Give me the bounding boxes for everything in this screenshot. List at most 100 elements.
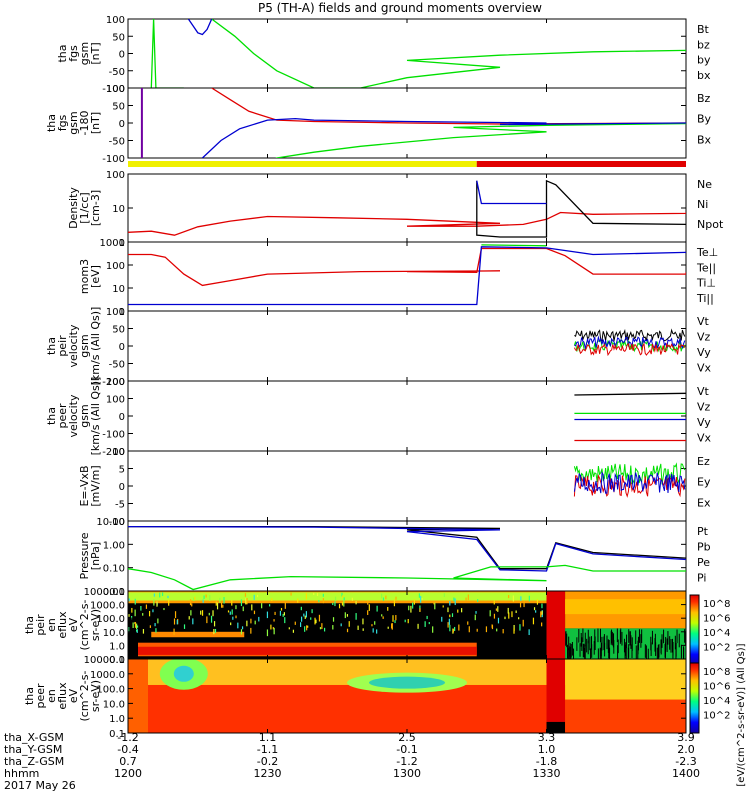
spectrogram-cell bbox=[449, 601, 451, 606]
y-axis-label: [nT] bbox=[89, 112, 102, 134]
spectrogram-cell bbox=[376, 605, 378, 612]
spectrogram-cell bbox=[584, 632, 586, 647]
series-vt bbox=[574, 392, 686, 396]
spectrogram-cell bbox=[465, 597, 467, 601]
y-axis-label: sr-eV) bbox=[89, 609, 102, 641]
spectrogram-cell bbox=[489, 610, 491, 617]
legend-vz: Vz bbox=[697, 331, 711, 344]
spectrogram-cell bbox=[235, 605, 237, 610]
spectrogram-cell bbox=[300, 616, 303, 622]
spectrogram-cell bbox=[609, 647, 611, 659]
spectrogram-cell bbox=[242, 606, 244, 612]
spectrogram-cell bbox=[128, 626, 130, 633]
plot-title: P5 (TH-A) fields and ground moments over… bbox=[258, 1, 542, 15]
spectrogram-cell bbox=[637, 640, 639, 655]
spectrogram-cell bbox=[619, 630, 621, 644]
spectrogram-cell bbox=[311, 609, 313, 614]
spectrogram-cell bbox=[192, 618, 194, 625]
series-group bbox=[140, 88, 686, 158]
spectrogram-cell bbox=[258, 616, 260, 622]
spectrogram-cell bbox=[410, 605, 412, 613]
spectrogram-cell bbox=[374, 621, 376, 625]
spectrogram-cell bbox=[657, 644, 659, 659]
spectrogram-cell bbox=[223, 597, 225, 604]
spectrogram-cell bbox=[305, 593, 307, 600]
hhmm-tick-label: 1400 bbox=[672, 767, 700, 780]
spectrogram-cell bbox=[625, 647, 627, 659]
spectrogram-cell bbox=[599, 647, 601, 659]
y-axis-label: (cm^2-s- bbox=[78, 671, 91, 722]
mode-bar-fast bbox=[476, 161, 686, 167]
spectrogram-cell bbox=[457, 609, 459, 613]
spectrogram-cell bbox=[340, 623, 342, 627]
spectrogram-cell bbox=[253, 610, 256, 615]
legend-vx: Vx bbox=[697, 432, 712, 445]
y-axis-label: tha bbox=[23, 616, 36, 634]
spectrogram-cell bbox=[153, 599, 155, 606]
spectrogram-cell bbox=[346, 614, 349, 617]
spectrogram-cell bbox=[408, 605, 410, 611]
y-tick-label: 1 bbox=[119, 238, 125, 249]
legend-ni: Ni bbox=[697, 198, 708, 211]
legend-ne: Ne bbox=[697, 178, 712, 191]
spectrogram-cell bbox=[608, 639, 610, 654]
spectrogram-cell bbox=[449, 614, 451, 618]
y-axis-label: [cm-3] bbox=[89, 190, 102, 226]
y-tick-label: -5 bbox=[115, 500, 125, 511]
y-tick-label: -100 bbox=[102, 84, 125, 95]
spectrogram-band bbox=[546, 591, 566, 659]
spectrogram-cell bbox=[338, 603, 341, 609]
spectrogram-cell bbox=[372, 628, 374, 633]
spectrogram-cell bbox=[566, 633, 568, 648]
spectrogram-cell bbox=[507, 607, 509, 614]
y-axis-label: peir bbox=[56, 335, 69, 357]
legend-bz: bz bbox=[697, 38, 710, 51]
spectrogram-cell bbox=[174, 611, 177, 618]
spectrogram-cell bbox=[475, 611, 477, 614]
spectrogram-band bbox=[151, 631, 245, 638]
spectrogram-cell bbox=[231, 609, 233, 615]
y-tick-label: 100 bbox=[106, 15, 125, 26]
spectrogram-cell bbox=[240, 599, 243, 607]
y-axis-label: (cm^2-s- bbox=[78, 600, 91, 651]
panel-p8: 10.00 1.00 0.10 0.01 Pressure[nPa] Pt Pb Pe Pi bbox=[78, 517, 711, 598]
legend-vt: Vt bbox=[697, 315, 710, 328]
y-axis-label: [1/cc] bbox=[78, 192, 91, 223]
spectrogram-cell bbox=[334, 601, 336, 607]
hhmm-tick-label: 1300 bbox=[393, 767, 421, 780]
spectrogram-cell bbox=[387, 626, 389, 629]
spectrogram-cell bbox=[570, 643, 572, 658]
spectrogram-cell bbox=[582, 643, 584, 658]
spectrogram-cell bbox=[135, 623, 138, 630]
spectrogram-cell bbox=[189, 599, 192, 606]
y-axis-label: gsm bbox=[78, 334, 91, 357]
spectrogram-cell bbox=[467, 621, 469, 625]
spectrogram-blob bbox=[369, 676, 445, 689]
colorbar-tick-label: 10^8 bbox=[703, 599, 730, 610]
spectrogram-cell bbox=[315, 619, 317, 624]
spectrogram-cell bbox=[523, 601, 525, 608]
spectrogram-cell bbox=[322, 598, 324, 604]
spectrogram-cell bbox=[251, 604, 253, 611]
y-tick-label: 1.00 bbox=[103, 540, 125, 551]
spectrogram-cell bbox=[304, 615, 306, 619]
spectrogram-cell bbox=[229, 611, 231, 615]
spectrogram-cell bbox=[532, 617, 535, 625]
spectrogram-cell bbox=[266, 629, 269, 637]
spectrogram-cell bbox=[625, 642, 627, 656]
spectrogram-cell bbox=[667, 631, 669, 645]
spectrogram-cell bbox=[357, 625, 359, 630]
series-group bbox=[128, 244, 686, 306]
spectrogram-cell bbox=[134, 598, 136, 605]
spectrogram-cell bbox=[512, 595, 514, 602]
y-axis-label: tha bbox=[23, 687, 36, 705]
y-axis-label: gsm bbox=[78, 404, 91, 427]
spectrogram-cell bbox=[663, 629, 665, 644]
spectrogram-cell bbox=[348, 621, 350, 627]
colorbar-tick-label: 10^2 bbox=[703, 711, 730, 722]
spectrogram-cell bbox=[497, 617, 500, 624]
y-axis-label: velocity bbox=[67, 394, 80, 437]
legend-pi: Pi bbox=[697, 572, 706, 585]
spectrogram-cell bbox=[209, 595, 211, 601]
